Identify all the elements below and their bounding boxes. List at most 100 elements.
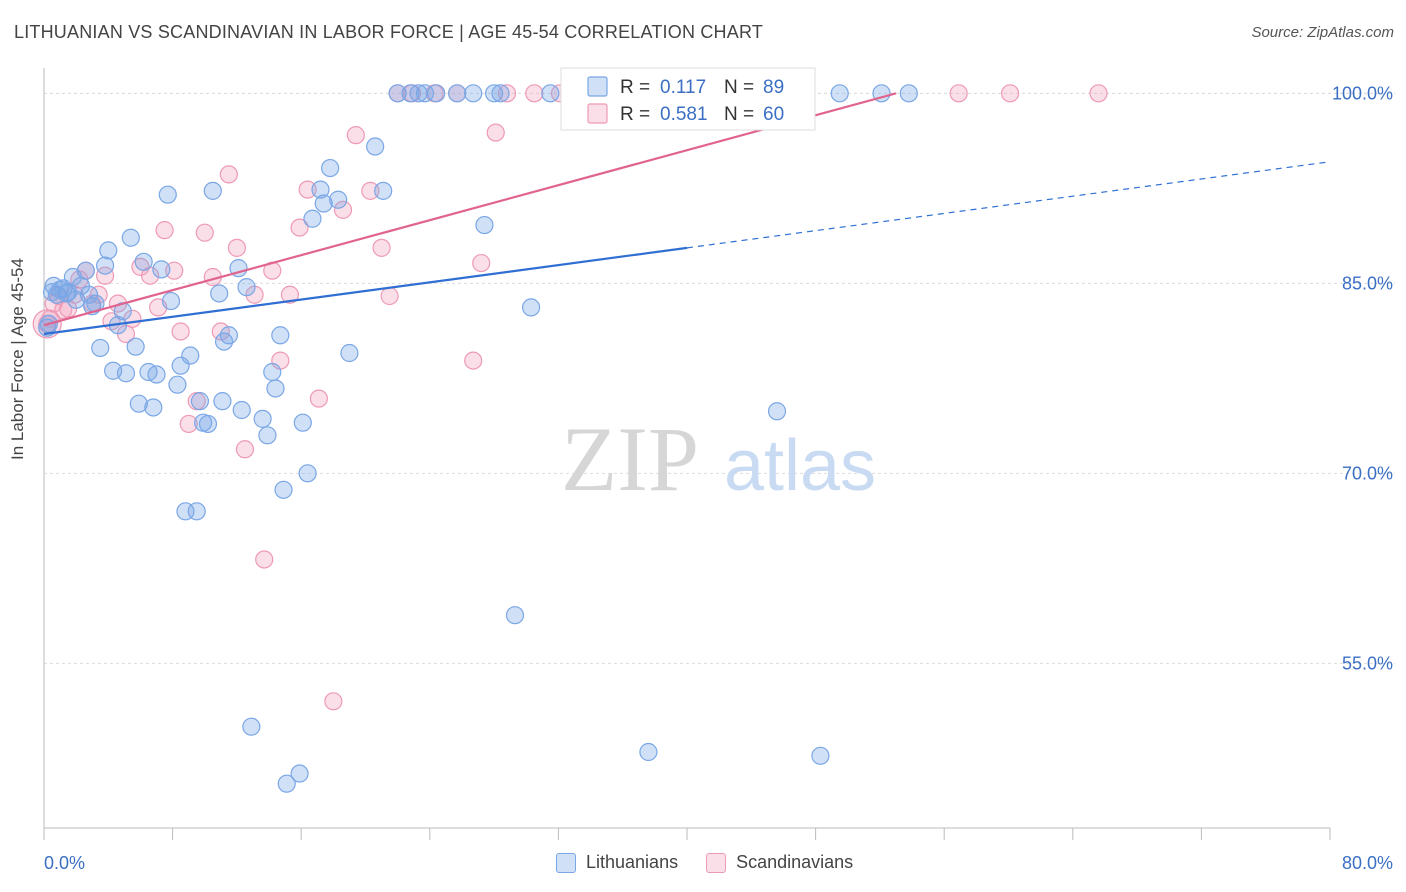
y-tick-label: 100.0% [1332, 83, 1393, 103]
legend-r-label: R = [620, 104, 650, 125]
lithuanians-trend-line [43, 246, 688, 336]
legend-item-lithuanians[interactable]: Lithuanians [556, 852, 678, 873]
scandinavians-point [171, 322, 190, 341]
series-legend: Lithuanians Scandinavians [556, 852, 881, 873]
lithuanians-point [161, 291, 181, 311]
legend-r-value: 0.581 [660, 104, 708, 125]
scandinavians-point [464, 351, 483, 370]
lithuanians-point [340, 343, 359, 363]
lithuanians-point [258, 426, 277, 445]
lithuanians-point [210, 284, 229, 303]
lithuanians-point [263, 362, 282, 382]
lithuanians-point [639, 742, 658, 762]
lithuanians-point [293, 413, 312, 432]
lithuanians-point [314, 194, 333, 213]
lithuanians-point [129, 394, 148, 413]
scandinavians-swatch [706, 852, 727, 873]
lithuanians-trend-extension [686, 161, 1331, 249]
scandinavians-point [95, 266, 115, 285]
chart-title: LITHUANIAN VS SCANDINAVIAN IN LABOR FORC… [14, 22, 764, 42]
x-tick-labels: 0.0% 80.0% [44, 853, 1393, 873]
legend-n-value: 89 [763, 77, 784, 98]
lithuanians-point [144, 398, 163, 417]
lithuanians-point [448, 84, 467, 103]
lithuanians-point [401, 84, 420, 103]
lithuanians-point [303, 209, 322, 228]
y-tick-labels: 55.0% 70.0% 85.0% 100.0% [1332, 83, 1393, 673]
lithuanians-point [298, 464, 317, 483]
scandinavians-point [497, 84, 517, 103]
scandinavians-point [1089, 84, 1108, 103]
legend-swatch [587, 76, 608, 97]
trend-lines [43, 92, 1331, 336]
scandinavians-point [309, 389, 328, 408]
gridlines [44, 92, 1395, 664]
lithuanians-point [126, 337, 145, 356]
lithuanians-point [427, 84, 446, 103]
lithuanians-point [168, 375, 187, 394]
scandinavians-point [949, 84, 968, 103]
lithuanians-point [464, 84, 483, 103]
scandinavians-point [165, 261, 184, 280]
lithuanians-point [541, 84, 560, 103]
watermark-zip: ZIP [561, 408, 699, 510]
lithuanians-point [388, 84, 407, 103]
lithuanians-point [121, 228, 140, 247]
y-tick-label: 55.0% [1342, 653, 1393, 673]
scandinavians-trend-line [43, 92, 897, 327]
legend-label-scandinavians: Scandinavians [736, 852, 854, 872]
scandinavians-point [219, 165, 238, 184]
lithuanians-swatch [556, 852, 576, 873]
lithuanians-point [767, 402, 787, 421]
lithuanians-point [830, 84, 849, 103]
scandinavians-point [324, 692, 343, 711]
lithuanians-point [329, 190, 348, 209]
lithuanians-point [219, 326, 238, 345]
scandinavians-point [346, 126, 365, 145]
lithuanians-point [152, 260, 171, 279]
lithuanians-point [271, 326, 290, 345]
lithuanians-point [147, 365, 166, 384]
legend-r-label: R = [620, 77, 650, 98]
lithuanians-point [91, 338, 110, 358]
lithuanians-point [521, 298, 541, 317]
scandinavians-point [1001, 84, 1020, 103]
lithuanians-point [811, 746, 830, 765]
legend-n-value: 60 [763, 104, 784, 125]
scandinavians-point [227, 238, 246, 257]
lithuanians-point [277, 774, 296, 793]
lithuanians-point [253, 409, 272, 428]
x-tick-label: 80.0% [1342, 853, 1393, 873]
legend-frame [560, 67, 816, 131]
legend-swatch [587, 103, 608, 124]
lithuanians-point [242, 717, 261, 736]
lithuanians-point [134, 252, 153, 271]
y-tick-label: 85.0% [1342, 273, 1393, 293]
scandinavians-point [235, 440, 255, 459]
lithuanians-point [190, 392, 210, 411]
lithuanians-point [232, 400, 251, 420]
lithuanians-point [99, 241, 118, 260]
scandinavians-point [280, 285, 300, 304]
lithuanians-point [181, 346, 200, 365]
scandinavians-point [486, 123, 505, 142]
lithuanians-point [475, 215, 494, 235]
legend-n-label: N = [724, 104, 754, 125]
lithuanians-point [311, 180, 330, 199]
y-tick-label: 70.0% [1342, 463, 1393, 483]
lithuanians-point [237, 278, 256, 297]
lithuanians-point [76, 261, 95, 280]
legend-label-lithuanians: Lithuanians [586, 852, 679, 872]
lithuanians-point [274, 480, 293, 499]
correlation-legend: R = 0.117 N = 89 R = 0.581 N = 60 [560, 67, 816, 131]
scandinavians-point [380, 286, 399, 306]
lithuanians-point [266, 379, 285, 398]
scandinavians-point [333, 200, 353, 219]
scandinavians-point [472, 253, 491, 273]
legend-item-scandinavians[interactable]: Scandinavians [706, 852, 853, 873]
lithuanians-point [198, 414, 218, 434]
lithuanians-point [374, 181, 393, 200]
scandinavians-point [290, 218, 309, 237]
lithuanians-point [491, 84, 510, 103]
